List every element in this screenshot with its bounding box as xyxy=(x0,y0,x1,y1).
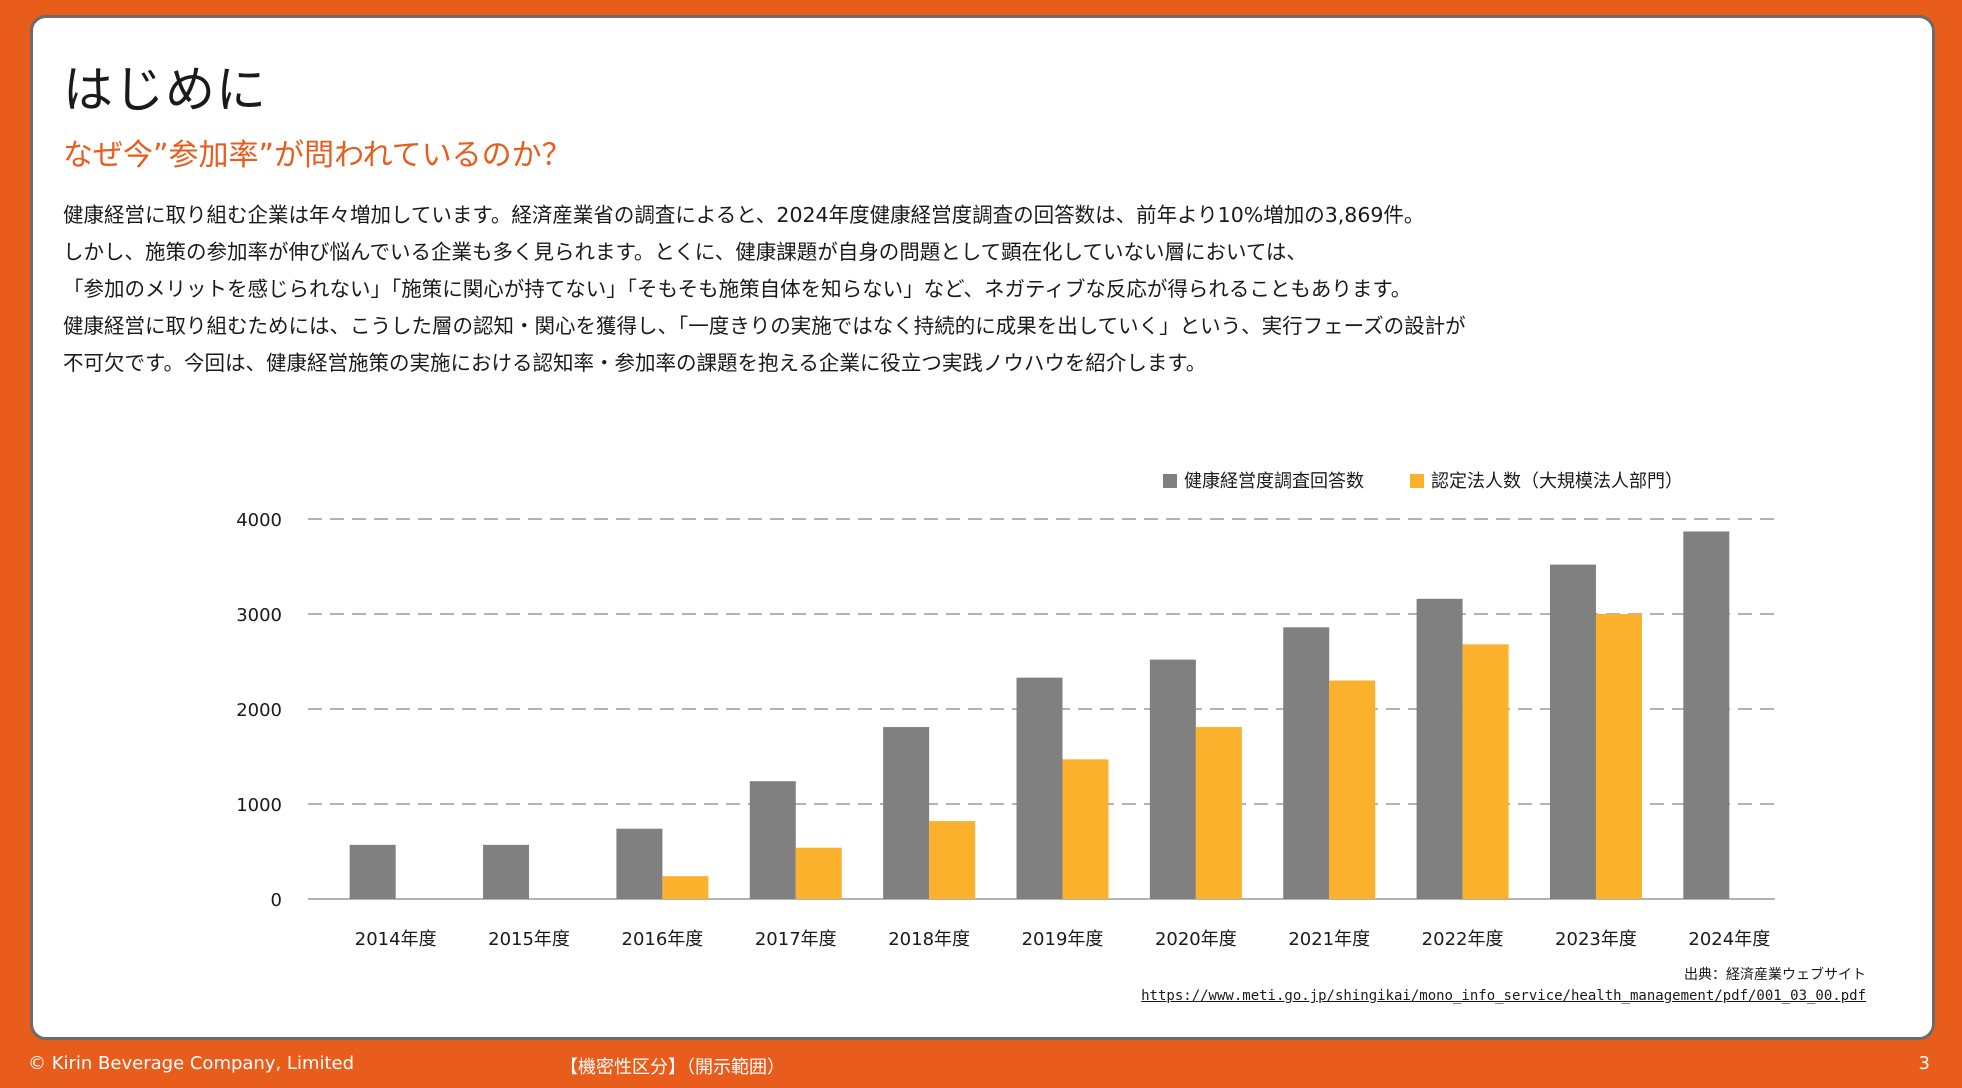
paragraph-line: 「参加のメリットを感じられない」「施策に関心が持てない」「そもそも施策自体を知ら… xyxy=(63,277,1412,301)
bar-certified xyxy=(1329,680,1376,899)
footer-confidentiality: 【機密性区分】（開示範囲） xyxy=(560,1057,785,1078)
slide-title: はじめに xyxy=(63,61,267,119)
source-note: 出典：経済産業ウェブサイト https://www.meti.go.jp/shi… xyxy=(1141,965,1866,1007)
legend-label: 健康経営度調査回答数 xyxy=(1184,471,1364,492)
bar-responses xyxy=(749,781,796,899)
bar-responses xyxy=(883,727,930,899)
bar-responses xyxy=(616,828,663,899)
bar-responses xyxy=(483,844,530,899)
bar-certified xyxy=(1462,644,1509,899)
y-tick-label: 3000 xyxy=(236,605,282,626)
x-tick-label: 2018年度 xyxy=(888,929,970,950)
bar-responses xyxy=(1016,677,1063,899)
bar-responses xyxy=(1683,531,1730,899)
bar-responses xyxy=(1283,627,1330,899)
x-tick-label: 2016年度 xyxy=(622,929,704,950)
source-label: 出典：経済産業ウェブサイト xyxy=(1684,967,1866,983)
y-tick-label: 2000 xyxy=(236,700,282,721)
source-link[interactable]: https://www.meti.go.jp/shingikai/mono_in… xyxy=(1141,988,1866,1004)
bar-responses xyxy=(349,844,396,899)
x-tick-label: 2023年度 xyxy=(1555,929,1637,950)
legend-swatch-responses xyxy=(1163,474,1177,488)
paragraph-line: しかし、施策の参加率が伸び悩んでいる企業も多く見られます。とくに、健康課題が自身… xyxy=(63,240,1307,264)
bar-certified xyxy=(1195,727,1242,899)
legend-label: 認定法人数（大規模法人部門） xyxy=(1431,471,1683,492)
bar-certified xyxy=(662,876,709,899)
footer-copyright: © Kirin Beverage Company, Limited xyxy=(28,1053,355,1074)
x-tick-label: 2022年度 xyxy=(1422,929,1504,950)
bar-certified xyxy=(1062,759,1109,899)
legend-swatch-certified xyxy=(1410,474,1424,488)
bar-responses xyxy=(1149,659,1196,899)
footer-page-number: 3 xyxy=(1918,1053,1930,1074)
x-tick-label: 2020年度 xyxy=(1155,929,1237,950)
bar-responses xyxy=(1549,564,1596,899)
x-tick-label: 2019年度 xyxy=(1022,929,1104,950)
bar-certified xyxy=(795,847,842,899)
paragraph-line: 不可欠です。今回は、健康経営施策の実施における認知率・参加率の課題を抱える企業に… xyxy=(63,351,1207,375)
x-tick-label: 2014年度 xyxy=(355,929,437,950)
bar-certified xyxy=(1595,614,1642,899)
intro-paragraph: 健康経営に取り組む企業は年々増加しています。経済産業省の調査によると、2024年… xyxy=(63,197,1853,382)
y-tick-label: 1000 xyxy=(236,795,282,816)
slide-subtitle: なぜ今”参加率”が問われているのか？ xyxy=(63,138,572,173)
paragraph-line: 健康経営に取り組むためには、こうした層の認知・関心を獲得し、「一度きりの実施では… xyxy=(63,314,1466,338)
x-tick-label: 2015年度 xyxy=(488,929,570,950)
y-tick-label: 4000 xyxy=(236,510,282,531)
x-tick-label: 2024年度 xyxy=(1688,929,1770,950)
y-tick-label: 0 xyxy=(271,890,282,911)
x-tick-label: 2021年度 xyxy=(1288,929,1370,950)
bar-certified xyxy=(929,821,976,899)
bar-responses xyxy=(1416,598,1463,899)
paragraph-line: 健康経営に取り組む企業は年々増加しています。経済産業省の調査によると、2024年… xyxy=(63,203,1425,227)
x-tick-label: 2017年度 xyxy=(755,929,837,950)
